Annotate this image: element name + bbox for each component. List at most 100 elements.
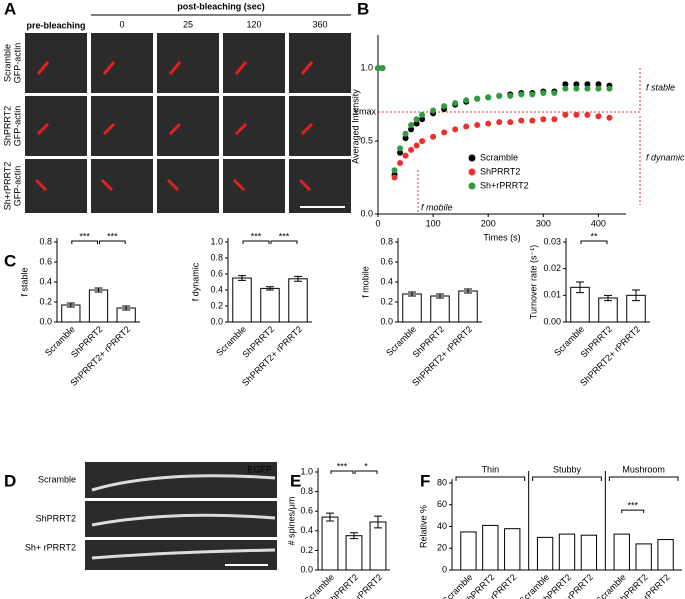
arrows bbox=[34, 61, 314, 192]
error-bar bbox=[632, 289, 640, 302]
image bbox=[289, 33, 351, 93]
annotation: f dynamic bbox=[646, 152, 685, 162]
error-bar bbox=[66, 302, 75, 308]
data-point bbox=[375, 65, 381, 72]
y-axis-label: f stable bbox=[19, 267, 29, 296]
group-label: Thin bbox=[482, 464, 500, 474]
bar bbox=[321, 516, 339, 571]
sig-bracket bbox=[354, 470, 378, 474]
image bbox=[223, 159, 285, 213]
data-point bbox=[518, 117, 525, 124]
data-point bbox=[452, 100, 459, 107]
data-point bbox=[413, 120, 420, 127]
y-tick-label: 0.8 bbox=[300, 486, 313, 496]
y-tick-label: 0.4 bbox=[380, 276, 393, 286]
sig-label: *** bbox=[337, 461, 348, 471]
data-point bbox=[595, 113, 602, 120]
legend-marker bbox=[468, 154, 476, 162]
row-label: GFP-actin bbox=[12, 43, 22, 84]
image bbox=[25, 159, 87, 213]
row-label: GFP-actin bbox=[12, 106, 22, 147]
data-point bbox=[408, 146, 415, 153]
sig-label: * bbox=[364, 461, 368, 471]
data-point bbox=[408, 126, 415, 133]
group-label: Stubby bbox=[553, 464, 582, 474]
bar bbox=[430, 295, 450, 323]
error-bar bbox=[294, 275, 302, 282]
data-point bbox=[391, 174, 398, 181]
data-point bbox=[397, 159, 404, 166]
data-point bbox=[419, 138, 426, 145]
data-point bbox=[402, 135, 409, 142]
data-point bbox=[584, 111, 591, 118]
data-point bbox=[562, 81, 569, 88]
sig-label: *** bbox=[251, 231, 262, 241]
data-point bbox=[496, 119, 503, 126]
error-bar bbox=[122, 305, 131, 311]
y-axis-label: Averaged Intensity bbox=[350, 89, 360, 164]
data-point bbox=[474, 95, 481, 102]
y-tick-label: 40 bbox=[437, 521, 447, 531]
channel-label: EGFP bbox=[247, 464, 272, 474]
y-tick-label: 20 bbox=[437, 543, 447, 553]
y-tick-label: 0.2 bbox=[300, 545, 313, 555]
bar bbox=[504, 528, 521, 571]
data-point bbox=[413, 116, 420, 123]
sig-bracket bbox=[621, 509, 645, 514]
data-point bbox=[540, 116, 547, 123]
y-tick-label: 0.0 bbox=[210, 316, 223, 326]
data-point bbox=[379, 65, 386, 72]
data-point bbox=[441, 103, 448, 110]
data-point bbox=[463, 97, 470, 104]
bar bbox=[635, 543, 652, 571]
data-point bbox=[430, 133, 437, 140]
row-label: Sh+ rPRRT2 bbox=[25, 542, 76, 552]
time-label: 120 bbox=[246, 19, 261, 29]
panel-a-images bbox=[25, 14, 351, 213]
bar bbox=[458, 290, 478, 323]
y-tick-label: 0.2 bbox=[380, 296, 393, 306]
row-label: Scramble bbox=[2, 44, 12, 82]
panel-label: E bbox=[290, 471, 301, 490]
image bbox=[157, 96, 219, 156]
data-point bbox=[529, 91, 536, 98]
data-point bbox=[529, 117, 536, 124]
error-bar bbox=[464, 288, 472, 294]
image bbox=[157, 159, 219, 213]
error-bar bbox=[238, 275, 246, 281]
group-label: Mushroom bbox=[622, 464, 665, 474]
image bbox=[157, 33, 219, 93]
bar bbox=[580, 534, 598, 571]
data-point bbox=[391, 167, 398, 174]
bar bbox=[88, 289, 109, 323]
y-tick-label: 0.6 bbox=[210, 268, 223, 278]
data-point bbox=[551, 89, 558, 96]
image bbox=[91, 96, 153, 156]
sig-bracket bbox=[99, 240, 126, 244]
y-tick-label: 0.4 bbox=[210, 284, 223, 294]
group-bracket bbox=[455, 476, 526, 481]
data-point bbox=[507, 92, 514, 99]
panel-label: F bbox=[420, 471, 430, 490]
error-bar bbox=[604, 294, 612, 302]
image bbox=[25, 33, 87, 93]
bar bbox=[345, 535, 363, 571]
image bbox=[91, 159, 153, 213]
dendrites bbox=[91, 474, 276, 560]
data-point bbox=[474, 122, 481, 129]
legend-label: ShPRRT2 bbox=[480, 166, 520, 176]
row-label: ShPRRT2 bbox=[2, 106, 12, 146]
time-label: 360 bbox=[312, 19, 327, 29]
panel-d-images bbox=[85, 462, 277, 570]
annotation: f mobile bbox=[421, 202, 453, 212]
legend-marker bbox=[468, 182, 476, 190]
bar bbox=[402, 293, 422, 323]
y-tick-label: 0.0 bbox=[380, 316, 393, 326]
y-tick-label: 0.01 bbox=[543, 290, 561, 300]
data-point bbox=[397, 149, 404, 156]
sig-bracket bbox=[242, 240, 270, 244]
sig-label: *** bbox=[627, 500, 638, 510]
data-point bbox=[496, 92, 503, 99]
image bbox=[25, 96, 87, 156]
y-axis-label: f mobile bbox=[360, 266, 370, 298]
